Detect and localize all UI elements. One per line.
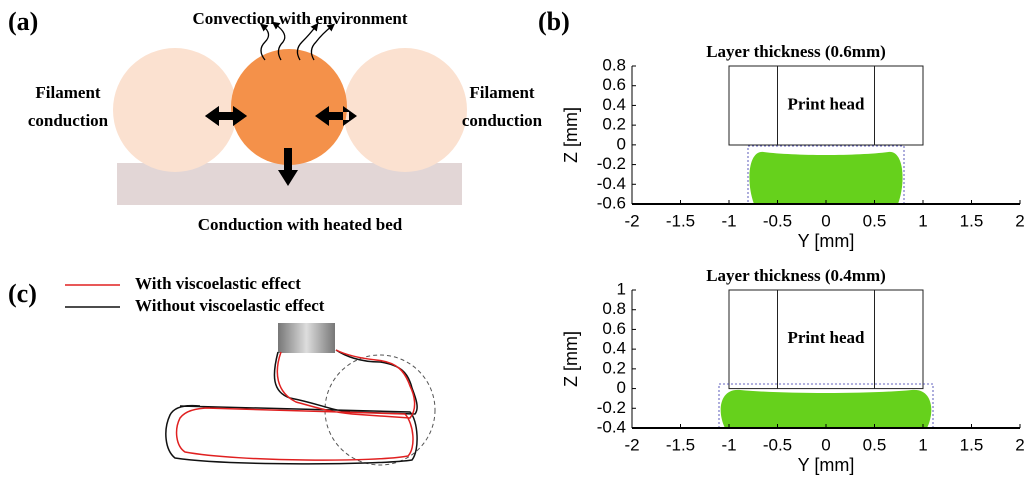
y-tick-label: -0.2 (597, 398, 626, 417)
y-tick-label: 0 (617, 378, 626, 397)
y-tick-label: 0.8 (602, 299, 626, 318)
y-tick-label: -0.4 (597, 417, 626, 436)
x-tick-label: 0 (821, 435, 830, 454)
x-tick-label: -1 (721, 435, 736, 454)
filament-shape (749, 152, 902, 204)
y-tick-label: -0.4 (597, 174, 626, 193)
nozzle (278, 323, 335, 353)
x-tick-label: -2 (624, 435, 639, 454)
y-axis-label: Z [mm] (561, 331, 581, 387)
y-axis-label: Z [mm] (561, 107, 581, 163)
title: Convection with environment (192, 9, 407, 28)
label: conduction (28, 111, 109, 130)
x-tick-label: 0.5 (863, 211, 887, 230)
x-axis-label: Y [mm] (798, 455, 855, 475)
x-tick-label: -0.5 (763, 211, 792, 230)
y-tick-label: -0.2 (597, 154, 626, 173)
figure: (a) Convection with environment Filament… (0, 0, 1035, 492)
panel-label: (a) (8, 7, 38, 36)
y-tick-label: 0.2 (602, 115, 626, 134)
panel-label: (c) (8, 279, 37, 308)
plot-title: Layer thickness (0.6mm) (706, 42, 886, 61)
legend-text: With viscoelastic effect (135, 274, 301, 293)
label: Filament (35, 83, 100, 102)
x-tick-label: -1 (721, 211, 736, 230)
y-tick-label: 0 (617, 134, 626, 153)
y-tick-label: 0.8 (602, 55, 626, 74)
x-tick-label: 2 (1015, 211, 1024, 230)
panel-label: (b) (538, 7, 570, 36)
x-tick-label: 1 (918, 435, 927, 454)
x-tick-label: 1.5 (960, 211, 984, 230)
annotation: Print head (788, 94, 866, 113)
x-axis-label: Y [mm] (798, 231, 855, 251)
label: Filament (469, 83, 534, 102)
y-tick-label: 0.2 (602, 358, 626, 377)
profile-with (177, 350, 415, 460)
x-tick-label: -1.5 (666, 435, 695, 454)
x-tick-label: 0 (821, 211, 830, 230)
y-tick-label: 1 (617, 279, 626, 298)
x-tick-label: 2 (1015, 435, 1024, 454)
x-tick-label: 1.5 (960, 435, 984, 454)
x-tick-label: -0.5 (763, 435, 792, 454)
x-tick-label: 0.5 (863, 435, 887, 454)
label: conduction (462, 111, 543, 130)
label: Conduction with heated bed (198, 215, 403, 234)
x-tick-label: -2 (624, 211, 639, 230)
y-tick-label: -0.6 (597, 193, 626, 212)
annotation: Print head (788, 328, 866, 347)
legend-text: Without viscoelastic effect (135, 296, 325, 315)
filament-shape (721, 390, 932, 428)
profile-without (166, 350, 417, 464)
y-tick-label: 0.6 (602, 75, 626, 94)
y-tick-label: 0.4 (602, 95, 626, 114)
y-tick-label: 0.6 (602, 319, 626, 338)
plot-title: Layer thickness (0.4mm) (706, 266, 886, 285)
filament (343, 48, 467, 172)
x-tick-label: -1.5 (666, 211, 695, 230)
y-tick-label: 0.4 (602, 339, 626, 358)
x-tick-label: 1 (918, 211, 927, 230)
filament-center (231, 49, 347, 165)
